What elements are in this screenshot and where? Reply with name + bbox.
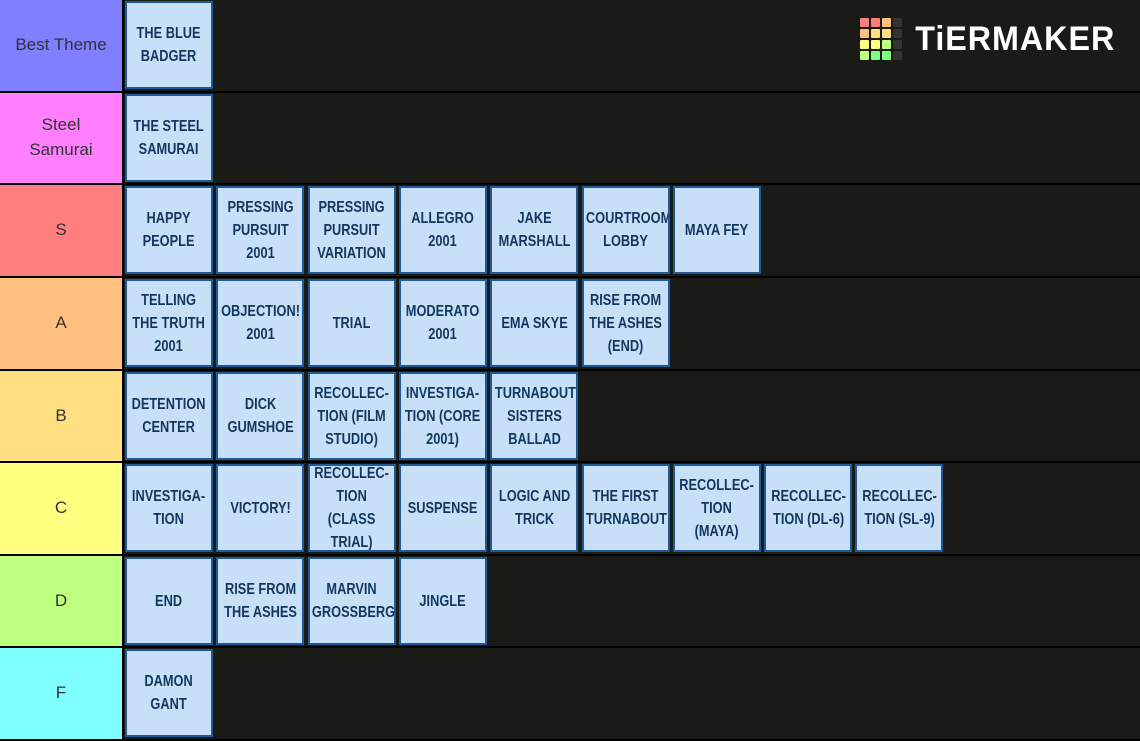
item-label: TURNABOUT SISTERS BALLAD [494,384,576,448]
tier-item: THE STEEL SAMURAI [125,94,213,182]
tier-item: PRESSING PURSUIT VARIATION [307,186,396,274]
tier-item: TURNABOUT SISTERS BALLAD [490,372,579,460]
item-label: RISE FROM THE ASHES (END) [589,291,662,355]
tier-item: COURTROOM LOBBY [581,186,670,274]
tier-label: A [0,278,124,369]
item-label: RECOLLEC- TION (SL-9) [862,488,937,528]
tier-row: B DETENTION CENTER DICK GUMSHOE RECOLLEC- T… [0,371,1140,463]
item-label: OBJECTION! 2001 [220,303,300,343]
item-label: END [155,592,183,610]
item-label: DETENTION CENTER [132,396,206,436]
item-label: RECOLLEC- TION (MAYA) [679,476,755,540]
item-label: THE BLUE BADGER [137,25,202,65]
item-label: MAYA FEY [685,221,749,239]
item-label: EMA SKYE [501,314,568,332]
item-label: COURTROOM LOBBY [585,210,670,250]
tier-item: HAPPY PEOPLE [125,186,213,274]
tier-row: Steel Samurai THE STEEL SAMURAI [0,93,1140,185]
tier-item: DAMON GANT [125,649,213,737]
tier-item: RECOLLEC- TION (DL-6) [764,464,853,552]
tier-item: RECOLLEC- TION (SL-9) [855,464,944,552]
item-label: TRIAL [332,314,371,332]
tier-item: LOGIC AND TRICK [490,464,579,552]
item-label: DAMON GANT [144,673,194,713]
tier-item: OBJECTION! 2001 [216,279,305,367]
item-label: JINGLE [419,592,467,610]
tier-item: MAYA FEY [672,186,761,274]
tier-item: ALLEGRO 2001 [398,186,487,274]
tier-label: Best Theme [0,0,124,91]
item-label: SUSPENSE [408,499,478,517]
item-label: PRESSING PURSUIT VARIATION [317,198,386,262]
item-label: INVESTIGA- TION [132,488,206,528]
tier-item: DICK GUMSHOE [216,372,305,460]
tier-item: RECOLLEC- TION (MAYA) [672,464,761,552]
tier-item: RECOLLEC- TION (FILM STUDIO) [307,372,396,460]
tier-item: END [125,557,213,645]
tier-item: THE BLUE BADGER [125,1,213,89]
tier-row: A TELLING THE TRUTH 2001 OBJECTION! 2001 TR… [0,278,1140,371]
item-label: DICK GUMSHOE [227,396,294,436]
tier-item: SUSPENSE [398,464,487,552]
tier-label: B [0,371,124,461]
tier-item: PRESSING PURSUIT 2001 [216,186,305,274]
item-label: MARVIN GROSSBERG [311,581,396,621]
tier-item: RISE FROM THE ASHES [216,557,305,645]
item-label: ALLEGRO 2001 [411,210,475,250]
item-label: RECOLLEC- TION (DL-6) [770,488,846,528]
item-label: VICTORY! [230,499,291,517]
tier-item: EMA SKYE [490,279,579,367]
tier-item: JINGLE [398,557,487,645]
item-label: INVESTIGA- TION (CORE 2001) [405,384,481,448]
item-label: THE FIRST TURNABOUT [585,488,667,528]
tier-item: JAKE MARSHALL [490,186,579,274]
tier-item: TRIAL [307,279,396,367]
item-label: PRESSING PURSUIT 2001 [227,198,294,262]
item-label: LOGIC AND TRICK [498,488,570,528]
tier-item: VICTORY! [216,464,305,552]
item-label: HAPPY PEOPLE [143,210,195,250]
tier-label: C [0,463,124,554]
tier-label: F [0,648,124,739]
tier-row: S HAPPY PEOPLE PRESSING PURSUIT 2001 PRESSI… [0,185,1140,278]
tier-row: Best Theme THE BLUE BADGER [0,0,1140,93]
tier-item: MODERATO 2001 [398,279,487,367]
tier-label: S [0,185,124,276]
tier-item: RISE FROM THE ASHES (END) [581,279,670,367]
logo-icon [859,18,902,60]
logo-text: TiERMAKER [914,19,1115,58]
tier-row: C INVESTIGA- TION VICTORY! RECOLLEC- TION (… [0,463,1140,556]
tier-label: Steel Samurai [0,93,124,183]
tier-row: D END RISE FROM THE ASHES MARVIN GROSSBERG J… [0,556,1140,648]
tier-item: THE FIRST TURNABOUT [581,464,670,552]
item-label: JAKE MARSHALL [498,210,571,250]
tier-item: INVESTIGA- TION (CORE 2001) [398,372,487,460]
item-label: THE STEEL SAMURAI [133,118,205,158]
tier-item: MARVIN GROSSBERG [307,557,396,645]
item-label: RISE FROM THE ASHES [223,581,297,621]
item-label: TELLING THE TRUTH 2001 [132,291,206,355]
tier-label: D [0,556,124,646]
tier-item: DETENTION CENTER [125,372,213,460]
tier-item: INVESTIGA- TION [125,464,213,552]
item-label: RECOLLEC- TION (FILM STUDIO) [314,384,389,448]
tier-item: RECOLLEC- TION (CLASS TRIAL) [307,464,396,552]
tier-item: TELLING THE TRUTH 2001 [125,279,213,367]
logo: TiERMAKER [859,18,1121,60]
item-label: RECOLLEC- TION (CLASS TRIAL) [314,465,389,551]
tier-row: F DAMON GANT [0,648,1140,741]
item-label: MODERATO 2001 [406,303,480,343]
